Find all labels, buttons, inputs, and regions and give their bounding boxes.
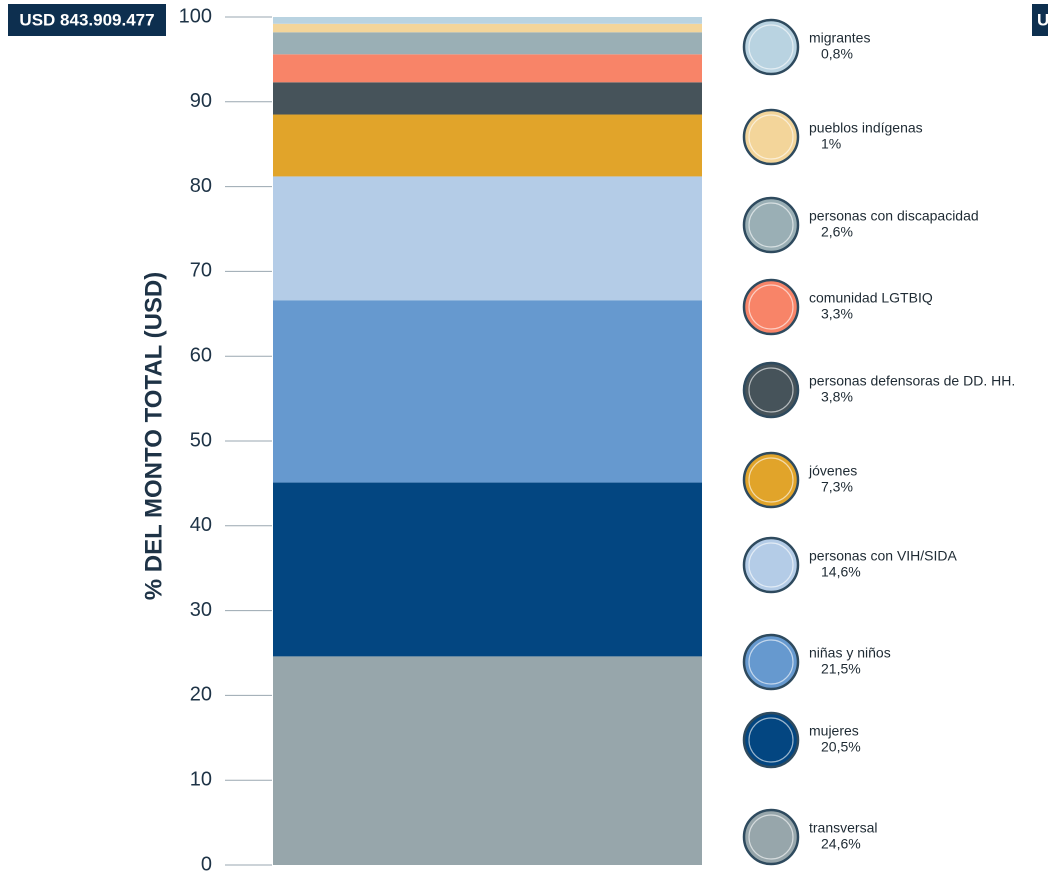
bar-segment — [273, 176, 702, 301]
legend-icon-inner — [748, 284, 794, 330]
y-tick-label: 70 — [190, 260, 212, 282]
badge-partial: U — [1037, 10, 1048, 29]
bar-segment — [273, 82, 702, 115]
legend-label: migrantes — [809, 30, 870, 46]
y-tick-label: 60 — [190, 344, 212, 366]
legend-icon-inner — [748, 24, 794, 70]
legend-value: 0,8% — [821, 46, 853, 62]
badge: USD 843.909.477 — [19, 10, 154, 29]
bar-segment — [273, 54, 702, 83]
legend-icon-inner — [748, 814, 794, 860]
legend-label: personas con VIH/SIDA — [809, 548, 958, 564]
bar-segment — [273, 17, 702, 24]
y-tick-label: 30 — [190, 599, 212, 621]
bar-segment — [273, 23, 702, 33]
y-tick-label: 40 — [190, 514, 212, 536]
legend-icon — [742, 278, 800, 336]
legend-label: pueblos indígenas — [809, 120, 923, 136]
legend-icon-inner — [748, 367, 794, 413]
legend-label: personas defensoras de DD. HH. — [809, 373, 1015, 389]
y-tick-label: 20 — [190, 684, 212, 706]
legend-value: 3,8% — [821, 389, 853, 405]
legend-value: 7,3% — [821, 479, 853, 495]
bar-segment — [273, 482, 702, 657]
legend-label: personas con discapacidad — [809, 208, 979, 224]
y-tick-label: 90 — [190, 90, 212, 112]
bar-segment — [273, 32, 702, 55]
legend-icon — [742, 451, 800, 509]
legend-value: 3,3% — [821, 306, 853, 322]
legend-value: 20,5% — [821, 739, 861, 755]
legend-icon — [742, 18, 800, 76]
badge-box-partial — [1032, 4, 1048, 36]
y-axis-label: % DEL MONTO TOTAL (USD) — [140, 272, 167, 600]
legend-icon-inner — [748, 202, 794, 248]
y-tick-label: 50 — [190, 429, 212, 451]
y-tick-label: 0 — [201, 853, 212, 871]
legend-label: comunidad LGTBIQ — [809, 290, 933, 306]
legend-icon — [742, 633, 800, 691]
legend-icon — [742, 108, 800, 166]
legend-icon — [742, 711, 800, 769]
y-tick-label: 10 — [190, 768, 212, 790]
legend-label: niñas y niños — [809, 645, 891, 661]
legend-icon-inner — [748, 542, 794, 588]
badge-box — [8, 4, 166, 36]
legend-icon-inner — [748, 717, 794, 763]
legend-label: mujeres — [809, 723, 859, 739]
legend-icon — [742, 196, 800, 254]
legend-icon — [742, 808, 800, 866]
bar-segment — [273, 656, 702, 865]
legend-label: transversal — [809, 820, 877, 836]
legend-value: 2,6% — [821, 224, 853, 240]
legend-icon-inner — [748, 457, 794, 503]
legend-label: jóvenes — [808, 463, 857, 479]
legend-value: 21,5% — [821, 661, 861, 677]
bar-segment — [273, 300, 702, 483]
y-tick-label: 80 — [190, 175, 212, 197]
legend-icon — [742, 536, 800, 594]
legend-icon-inner — [748, 639, 794, 685]
legend-icon-inner — [748, 114, 794, 160]
legend-value: 1% — [821, 136, 841, 152]
legend-value: 14,6% — [821, 564, 861, 580]
legend-icon — [742, 361, 800, 419]
y-tick-label: 100 — [179, 5, 212, 27]
legend-value: 24,6% — [821, 836, 861, 852]
bar-segment — [273, 114, 702, 177]
